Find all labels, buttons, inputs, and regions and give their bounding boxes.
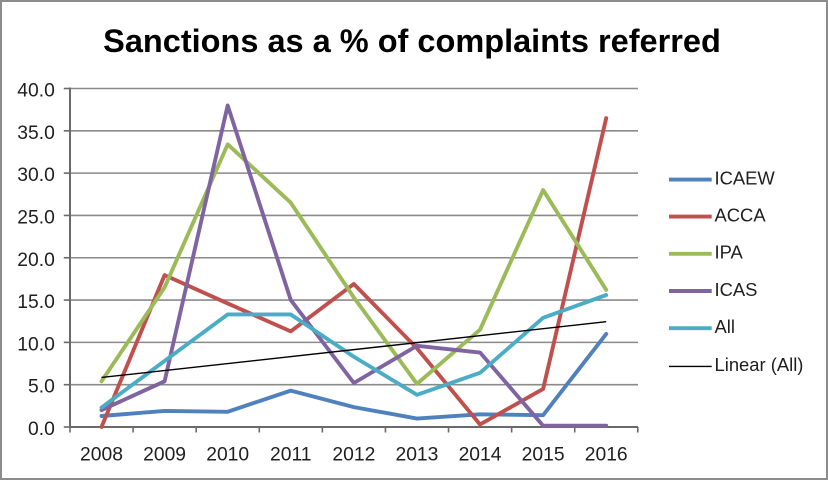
- svg-text:5.0: 5.0: [28, 377, 55, 398]
- svg-text:2010: 2010: [206, 444, 249, 465]
- svg-text:25.0: 25.0: [17, 207, 55, 228]
- svg-text:15.0: 15.0: [17, 292, 55, 313]
- svg-text:IPA: IPA: [715, 242, 744, 263]
- svg-text:Sanctions as a % of complaints: Sanctions as a % of complaints referred: [103, 23, 721, 59]
- svg-text:2009: 2009: [143, 444, 186, 465]
- svg-text:0.0: 0.0: [28, 419, 55, 440]
- svg-text:10.0: 10.0: [17, 334, 55, 355]
- svg-text:2013: 2013: [395, 444, 438, 465]
- svg-text:2014: 2014: [459, 444, 502, 465]
- svg-text:2011: 2011: [270, 444, 311, 465]
- svg-text:ICAEW: ICAEW: [715, 167, 776, 188]
- svg-text:Linear (All): Linear (All): [715, 354, 804, 375]
- svg-text:20.0: 20.0: [17, 250, 55, 271]
- svg-text:35.0: 35.0: [17, 123, 55, 144]
- svg-text:All: All: [715, 316, 735, 337]
- svg-text:ACCA: ACCA: [715, 204, 767, 225]
- svg-text:2015: 2015: [522, 444, 565, 465]
- svg-text:ICAS: ICAS: [715, 279, 758, 300]
- svg-text:2012: 2012: [332, 444, 375, 465]
- svg-text:2008: 2008: [80, 444, 123, 465]
- svg-text:2016: 2016: [585, 444, 628, 465]
- svg-text:40.0: 40.0: [17, 81, 55, 102]
- svg-text:30.0: 30.0: [17, 165, 55, 186]
